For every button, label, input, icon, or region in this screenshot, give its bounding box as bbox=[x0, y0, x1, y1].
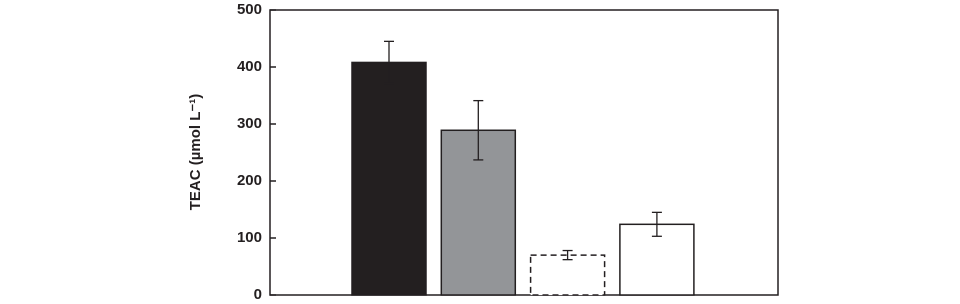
y-axis-label: TEAC (µmol L⁻¹) bbox=[187, 94, 204, 211]
y-tick-label: 500 bbox=[237, 1, 262, 18]
y-tick-label: 100 bbox=[237, 229, 262, 246]
y-tick-label: 400 bbox=[237, 58, 262, 75]
y-tick-label: 200 bbox=[237, 172, 262, 189]
bar bbox=[351, 61, 427, 296]
bar bbox=[529, 254, 606, 296]
y-tick-label: 0 bbox=[254, 286, 262, 303]
y-tick-label: 300 bbox=[237, 115, 262, 132]
plot-frame bbox=[269, 9, 779, 296]
